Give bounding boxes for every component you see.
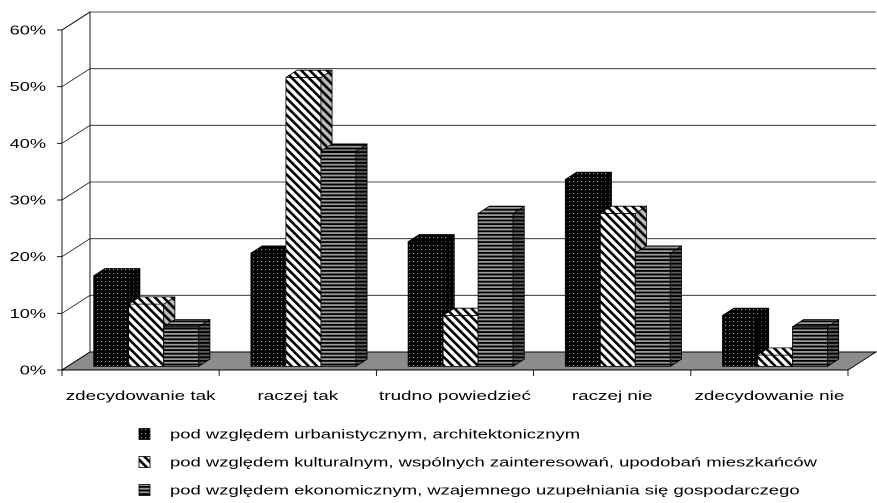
y-axis: 0% 10% 20% 30% 40% 50% 60% [10, 24, 62, 378]
legend-label: pod względem ekonomicznym, wzajemnego uz… [170, 484, 800, 498]
gridline [61, 11, 876, 31]
bar-top-face [477, 205, 525, 214]
bar-top-face [407, 234, 455, 243]
bars [93, 69, 840, 367]
y-tick-label: 0% [20, 364, 46, 378]
bar-top-face [634, 245, 682, 254]
bar-front-face [128, 303, 165, 367]
bar-series-3-category-3 [477, 205, 525, 367]
legend-marker-horizontal-stripes [138, 484, 151, 496]
bar-top-face [163, 319, 211, 328]
legend-marker-diagonal-hatch [138, 456, 151, 468]
legend-marker-dots [138, 428, 151, 440]
bar-top-face [564, 171, 612, 180]
legend-label: pod względem kulturalnym, wspólnych zain… [170, 456, 818, 470]
gridline [61, 181, 876, 201]
bar-front-face [599, 212, 636, 367]
x-category-label: zdecydowanie nie [694, 389, 844, 403]
bar-top-face [128, 296, 176, 305]
y-tick-label: 40% [10, 137, 46, 151]
legend-item-2: pod względem kulturalnym, wspólnych zain… [138, 456, 818, 470]
y-tick-label: 50% [10, 81, 46, 95]
bar-side-face [355, 143, 368, 367]
bar-front-face [757, 354, 793, 367]
bar-side-face [827, 319, 840, 367]
bar-top-face [320, 143, 368, 152]
bar-series-3-category-4 [634, 245, 682, 367]
y-tick-label: 10% [10, 307, 46, 321]
bar-series-3-category-1 [163, 319, 211, 367]
legend: pod względem urbanistycznym, architekton… [138, 428, 818, 498]
bar-front-face [477, 212, 514, 367]
bar-front-face [634, 252, 671, 367]
bar-top-face [93, 268, 141, 277]
bar-top-face [722, 307, 770, 316]
bar-front-face [250, 252, 287, 367]
bar-top-face [285, 69, 333, 78]
bar-series-3-category-5 [792, 319, 840, 367]
gridline [61, 124, 876, 144]
bar-series-3-category-2 [320, 143, 368, 367]
legend-item-1: pod względem urbanistycznym, architekton… [138, 428, 580, 442]
bar-side-face [512, 205, 525, 367]
legend-label: pod względem urbanistycznym, architekton… [170, 428, 580, 442]
bar-front-face [564, 178, 601, 367]
bar-front-face [442, 314, 479, 367]
bar-front-face [163, 326, 200, 367]
x-axis: zdecydowanie tak raczej tak trudno powiedz… [61, 370, 849, 403]
x-category-label: trudno powiedzieć [379, 389, 531, 403]
y-tick-label: 60% [10, 24, 46, 38]
bar-front-face [407, 241, 444, 367]
x-category-label: raczej nie [572, 389, 653, 403]
bar-front-face [93, 275, 130, 367]
bar-top-face [599, 205, 647, 214]
bar-series-1-category-5 [722, 307, 770, 367]
x-category-label: raczej tak [257, 389, 339, 403]
bar-side-face [198, 319, 211, 367]
x-category-label: zdecydowanie tak [66, 389, 217, 403]
bar-side-face [669, 245, 682, 367]
y-tick-label: 20% [10, 251, 46, 265]
bar-top-face [792, 319, 840, 328]
bar-front-face [792, 326, 828, 367]
bar-front-face [722, 314, 758, 367]
legend-item-3: pod względem ekonomicznym, wzajemnego uz… [138, 484, 800, 498]
bar-front-face [320, 150, 357, 367]
y-tick-label: 30% [10, 194, 46, 208]
bar-front-face [285, 77, 322, 367]
gridline [61, 68, 876, 88]
